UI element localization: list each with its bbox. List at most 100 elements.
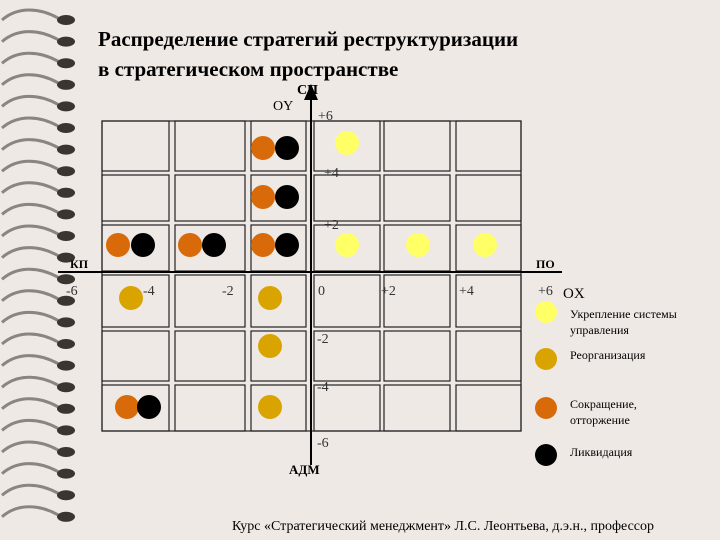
x-tick: +6 xyxy=(538,284,553,299)
footer-credit: Курс «Стратегический менеджмент» Л.С. Ле… xyxy=(232,519,655,534)
binding-ring xyxy=(1,440,59,454)
axis-left-label: КП xyxy=(70,257,89,271)
x-tick: -6 xyxy=(66,284,78,299)
binding-ring xyxy=(1,246,59,259)
x-tick: +4 xyxy=(459,284,474,299)
title-line-2: в стратегическом пространстве xyxy=(98,57,399,81)
binding-ring xyxy=(1,418,59,432)
y-tick: +2 xyxy=(324,218,339,233)
binding-ring xyxy=(1,483,59,497)
strategy-dot xyxy=(258,334,282,358)
x-tick: -2 xyxy=(222,284,234,299)
binding-hole xyxy=(57,317,75,328)
strategy-dot xyxy=(275,185,299,209)
binding-hole xyxy=(57,382,75,393)
grid-cell xyxy=(250,330,307,382)
y-tick: -6 xyxy=(317,436,329,451)
binding-ring xyxy=(1,310,59,324)
legend-swatch-liquidation xyxy=(535,444,557,466)
axis-top-label: СП xyxy=(297,83,318,98)
binding-hole xyxy=(57,403,75,414)
binding-hole xyxy=(57,360,75,371)
x-axis-name: OX xyxy=(563,286,585,302)
legend-swatches xyxy=(535,301,557,466)
binding-ring xyxy=(1,332,59,346)
binding-ring xyxy=(1,202,59,216)
binding-hole xyxy=(57,447,75,457)
y-tick: -4 xyxy=(317,380,329,395)
binding-hole xyxy=(57,79,75,90)
strategy-dot xyxy=(258,286,282,310)
y-tick: -2 xyxy=(317,332,329,347)
binding-ring xyxy=(1,159,59,173)
binding-ring xyxy=(1,8,59,22)
binding-hole xyxy=(57,468,75,479)
binding-ring xyxy=(1,505,59,518)
axis-bottom-label: АДМ xyxy=(289,462,320,477)
strategy-dot xyxy=(335,131,359,155)
page-title: Распределение стратегий реструктуризации… xyxy=(98,24,518,84)
grid-cell xyxy=(313,330,381,382)
binding-hole xyxy=(57,274,75,285)
x-tick: -4 xyxy=(143,284,155,299)
binding-hole xyxy=(57,15,75,25)
grid-cell xyxy=(101,330,170,382)
grid-cell xyxy=(250,174,307,222)
binding-ring xyxy=(1,94,59,108)
grid-cell xyxy=(455,174,522,222)
grid-cell xyxy=(383,174,451,222)
binding-ring xyxy=(1,138,59,151)
binding-ring xyxy=(1,375,59,389)
strategy-dot xyxy=(258,395,282,419)
binding-ring xyxy=(1,462,59,475)
grid-cell xyxy=(383,120,451,172)
strategy-dot xyxy=(335,233,359,257)
spiral-binding xyxy=(1,8,75,522)
binding-hole xyxy=(57,339,75,349)
strategy-dot xyxy=(251,136,275,160)
grid-cell xyxy=(101,174,170,222)
binding-ring xyxy=(1,116,59,130)
strategy-dot xyxy=(131,233,155,257)
binding-ring xyxy=(1,224,59,238)
grid-cell xyxy=(455,384,522,432)
x-tick: 0 xyxy=(318,284,325,299)
grid-cell xyxy=(383,330,451,382)
grid-cell xyxy=(174,120,246,172)
binding-ring xyxy=(1,289,59,302)
grid-cell xyxy=(455,274,522,328)
binding-ring xyxy=(1,30,59,43)
grid-cell xyxy=(250,274,307,328)
binding-hole xyxy=(57,166,75,177)
legend-swatch-reduction xyxy=(535,397,557,419)
grid-cell xyxy=(174,274,246,328)
binding-ring xyxy=(1,397,59,410)
strategy-dot xyxy=(251,233,275,257)
binding-hole xyxy=(57,425,75,436)
strategy-dot xyxy=(106,233,130,257)
binding-hole xyxy=(57,187,75,198)
axis-right-label: ПО xyxy=(536,257,555,271)
legend-label-liquidation: Ликвидация xyxy=(570,445,633,459)
y-axis-arrow xyxy=(304,84,318,100)
strategy-dot xyxy=(275,136,299,160)
binding-hole xyxy=(57,231,75,241)
grid-cell xyxy=(174,384,246,432)
binding-hole xyxy=(57,123,75,133)
title-line-1: Распределение стратегий реструктуризации xyxy=(98,27,519,51)
legend-label-reorganization: Реорганизация xyxy=(570,348,646,362)
x-tick: +2 xyxy=(381,284,396,299)
grid-cell xyxy=(455,120,522,172)
grid-cell xyxy=(174,330,246,382)
grid-cell xyxy=(313,274,381,328)
grid-cell xyxy=(174,174,246,222)
binding-hole xyxy=(57,101,75,112)
binding-ring xyxy=(1,354,59,367)
legend-label-strengthening: Укрепление системы управления xyxy=(570,307,677,337)
strategy-dot xyxy=(473,233,497,257)
strategy-dot xyxy=(275,233,299,257)
grid-cell xyxy=(101,120,170,172)
strategy-dot xyxy=(202,233,226,257)
binding-hole xyxy=(57,209,75,220)
